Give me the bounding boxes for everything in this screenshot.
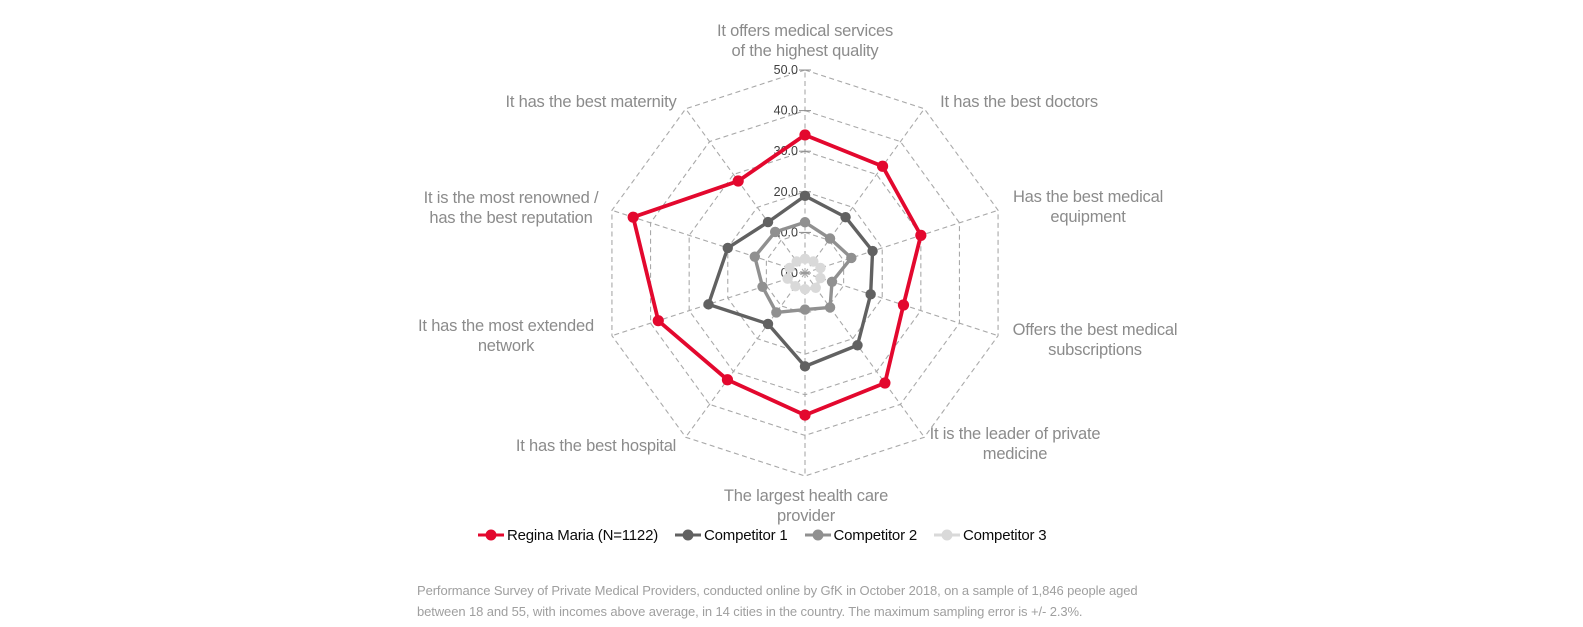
legend-item-competitor-3: Competitor 3 (933, 526, 1047, 544)
data-point-competitor-3 (815, 262, 826, 274)
radial-tick-label: 30.0 (774, 144, 798, 158)
radar-gridline-ring (611, 69, 999, 477)
data-point-regina-maria-n-1122 (799, 129, 811, 141)
legend-label: Competitor 2 (833, 526, 918, 544)
data-point-competitor-2 (771, 307, 782, 318)
data-point-competitor-3 (799, 284, 811, 295)
data-point-competitor-3 (791, 256, 802, 267)
legend-marker-icon (478, 529, 504, 541)
radar-spoke (685, 272, 806, 438)
series-competitor-3 (782, 253, 826, 295)
axis-label-leader-private-medicine: It is the leader of private medicine (929, 425, 1101, 463)
data-point-competitor-3 (799, 253, 811, 264)
axis-label-best-hospital: It has the best hospital (515, 437, 677, 455)
series-competitor-2 (749, 217, 857, 318)
data-point-regina-maria-n-1122 (721, 374, 734, 386)
data-point-competitor-3 (790, 280, 801, 292)
data-point-competitor-3 (810, 282, 821, 293)
radial-tick-label: 50.0 (774, 63, 798, 77)
data-point-competitor-3 (782, 273, 793, 284)
legend-marker-icon (933, 529, 960, 541)
data-point-competitor-2 (769, 226, 781, 238)
data-point-competitor-2 (799, 304, 811, 315)
radar-spoke (804, 108, 925, 274)
data-point-competitor-2 (824, 233, 836, 244)
chart-legend: Regina Maria (N=1122) Competitor 1 Competi… (478, 524, 1047, 546)
legend-item-regina-maria-n-1122: Regina Maria (N=1122) (478, 527, 658, 544)
radial-tick-label: 40.0 (774, 104, 798, 118)
axis-label-best-doctors: It has the best doctors (940, 93, 1098, 111)
data-point-competitor-2 (826, 276, 838, 287)
data-point-competitor-2 (799, 217, 811, 228)
data-point-competitor-3 (784, 262, 795, 274)
data-point-competitor-1 (799, 190, 811, 202)
axis-label-extended-network: It has the most extended network (418, 317, 594, 355)
data-point-competitor-2 (757, 281, 768, 293)
series-competitor-1 (703, 190, 878, 372)
radial-tick-label: 20.0 (774, 185, 798, 199)
series-regina-maria-n-1122 (627, 129, 927, 421)
data-point-regina-maria-n-1122 (799, 409, 811, 421)
data-point-competitor-1 (852, 340, 863, 351)
data-point-competitor-1 (762, 216, 774, 228)
series-polygon-competitor-2 (753, 220, 854, 315)
data-point-regina-maria-n-1122 (627, 211, 639, 223)
axis-label-medical-subscriptions: Offers the best medical subscriptions (1012, 321, 1178, 359)
data-point-competitor-2 (749, 251, 761, 262)
axis-label-best-reputation: It is the most renowned / has the best r… (423, 189, 599, 227)
radar-gridline-ring (727, 191, 883, 355)
data-point-competitor-2 (824, 302, 836, 313)
radar-gridline-ring (649, 110, 961, 436)
axis-label-best-maternity: It has the best maternity (505, 93, 677, 111)
legend-item-competitor-1: Competitor 1 (675, 526, 788, 544)
legend-label: Regina Maria (N=1122) (507, 526, 659, 544)
data-point-competitor-1 (762, 318, 774, 330)
data-point-competitor-3 (808, 256, 819, 267)
data-point-regina-maria-n-1122 (732, 175, 744, 187)
axis-label-highest-quality: It offers medical services of the highes… (716, 22, 894, 60)
legend-item-competitor-2: Competitor 2 (804, 526, 918, 544)
data-point-competitor-2 (846, 252, 857, 264)
data-point-competitor-1 (865, 289, 876, 300)
legend-marker-icon (804, 529, 831, 541)
legend-label: Competitor 1 (704, 526, 788, 544)
data-point-regina-maria-n-1122 (879, 377, 891, 389)
legend-marker-icon (675, 529, 702, 541)
data-point-regina-maria-n-1122 (915, 229, 927, 241)
radar-gridline-ring (688, 150, 922, 396)
data-point-competitor-1 (722, 242, 733, 254)
data-point-competitor-1 (703, 299, 714, 310)
data-point-regina-maria-n-1122 (876, 160, 889, 172)
data-point-competitor-1 (799, 361, 811, 372)
data-point-competitor-1 (867, 245, 878, 257)
survey-footnote: Performance Survey of Private Medical Pr… (417, 583, 1138, 619)
data-point-regina-maria-n-1122 (652, 315, 664, 327)
legend-label: Competitor 3 (962, 526, 1047, 544)
data-point-competitor-3 (815, 272, 826, 284)
data-point-regina-maria-n-1122 (897, 299, 910, 311)
axis-label-largest-provider: The largest health care provider (723, 487, 889, 525)
axis-label-medical-equipment: Has the best medical equipment (1012, 188, 1164, 226)
data-point-competitor-1 (840, 211, 851, 223)
